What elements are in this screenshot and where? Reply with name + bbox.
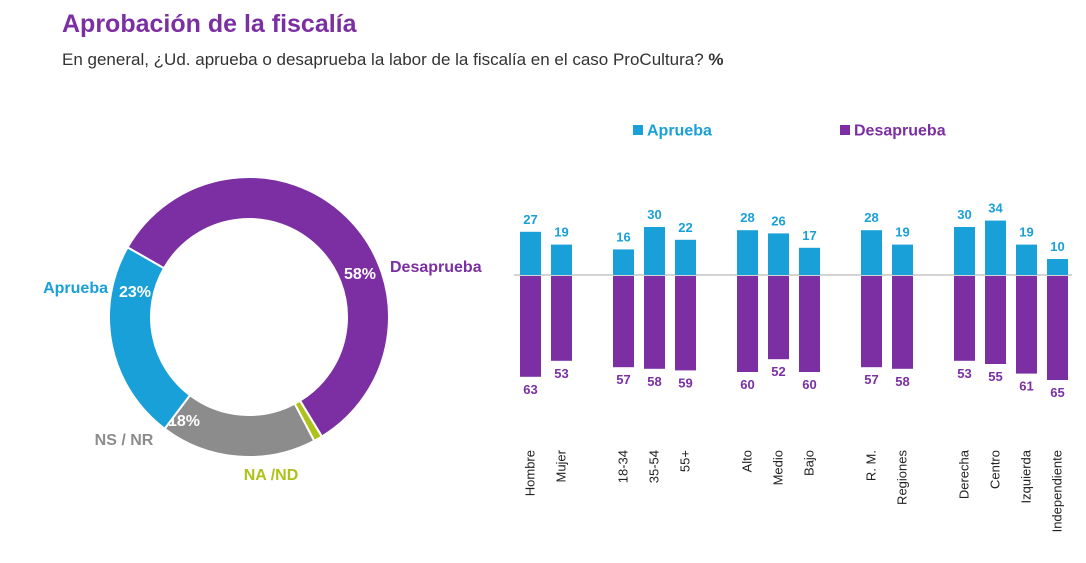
bar-aprueba (1047, 259, 1068, 275)
bar-aprueba (675, 239, 696, 275)
bar-value-desaprueba: 55 (988, 369, 1002, 384)
bar-value-aprueba: 16 (616, 229, 630, 244)
page-title: Aprobación de la fiscalía (62, 10, 357, 38)
bar-desaprueba (551, 276, 572, 361)
bar-value-desaprueba: 61 (1019, 379, 1033, 394)
bar-value-aprueba: 22 (678, 220, 692, 235)
bar-value-desaprueba: 57 (616, 372, 630, 387)
page-subtitle: En general, ¿Ud. aprueba o desaprueba la… (62, 50, 724, 70)
bar-desaprueba (1047, 276, 1068, 380)
bar-aprueba (551, 244, 572, 275)
category-label: 18-34 (616, 450, 631, 483)
category-label: R. M. (864, 450, 879, 481)
bar-value-desaprueba: 58 (647, 374, 661, 389)
donut-slice-value: 18% (168, 413, 200, 430)
category-label: Bajo (802, 450, 817, 476)
bar-value-desaprueba: 60 (740, 377, 754, 392)
subtitle-text: En general, ¿Ud. aprueba o desaprueba la… (62, 50, 704, 69)
bar-desaprueba (861, 276, 882, 368)
bar-value-desaprueba: 63 (523, 382, 537, 397)
category-label: 55+ (678, 450, 693, 472)
bar-desaprueba (985, 276, 1006, 364)
legend-label: Desaprueba (854, 123, 946, 140)
bar-value-aprueba: 28 (740, 210, 754, 225)
bar-aprueba (520, 231, 541, 275)
bar-desaprueba (675, 276, 696, 371)
bar-desaprueba (520, 276, 541, 377)
category-label: Independiente (1050, 450, 1065, 532)
donut-slice-name: Desaprueba (390, 259, 482, 276)
bar-value-aprueba: 34 (988, 201, 1003, 216)
bar-value-aprueba: 10 (1050, 239, 1064, 254)
category-label: Izquierda (1019, 449, 1034, 503)
donut-slice-name: NS / NR (95, 432, 154, 449)
bar-desaprueba (768, 276, 789, 360)
bar-value-desaprueba: 57 (864, 372, 878, 387)
bar-desaprueba (799, 276, 820, 372)
bar-value-aprueba: 19 (554, 225, 568, 240)
bar-value-aprueba: 19 (895, 225, 909, 240)
category-label: Derecha (957, 449, 972, 499)
bar-desaprueba (892, 276, 913, 369)
bar-desaprueba (644, 276, 665, 369)
donut-slice-aprueba (108, 245, 192, 431)
category-label: Medio (771, 450, 786, 485)
bar-value-desaprueba: 52 (771, 364, 785, 379)
category-label: Mujer (554, 449, 569, 482)
category-label: Hombre (523, 450, 538, 496)
bar-aprueba (1016, 244, 1037, 275)
bar-value-aprueba: 28 (864, 210, 878, 225)
bar-aprueba (954, 227, 975, 275)
bar-aprueba (644, 227, 665, 275)
donut-slice-name: Aprueba (43, 280, 108, 297)
donut-slice-value: 58% (344, 266, 376, 283)
bar-value-aprueba: 19 (1019, 225, 1033, 240)
bar-aprueba (985, 220, 1006, 275)
bar-value-aprueba: 27 (523, 212, 537, 227)
bar-aprueba (737, 230, 758, 275)
bar-value-aprueba: 30 (647, 207, 661, 222)
donut-slice-name: NA /ND (244, 467, 299, 484)
bar-value-aprueba: 30 (957, 207, 971, 222)
legend-swatch-0 (633, 125, 643, 135)
bar-aprueba (768, 233, 789, 275)
legend-swatch-1 (840, 125, 850, 135)
bar-desaprueba (737, 276, 758, 372)
bar-value-desaprueba: 53 (554, 366, 568, 381)
bar-aprueba (799, 247, 820, 275)
category-label: Centro (988, 450, 1003, 489)
bar-value-aprueba: 17 (802, 228, 816, 243)
bar-value-desaprueba: 60 (802, 377, 816, 392)
bar-value-desaprueba: 65 (1050, 385, 1064, 400)
bar-value-desaprueba: 53 (957, 366, 971, 381)
bar-desaprueba (1016, 276, 1037, 374)
donut-slice-desaprueba (126, 175, 390, 438)
donut-slice-value: 23% (119, 284, 151, 301)
category-label: Regiones (895, 450, 910, 505)
category-label: 35-54 (647, 450, 662, 483)
category-label: Alto (740, 450, 755, 472)
bar-value-desaprueba: 59 (678, 375, 692, 390)
bar-value-aprueba: 26 (771, 213, 785, 228)
bar-desaprueba (954, 276, 975, 361)
bar-aprueba (613, 249, 634, 275)
bar-aprueba (892, 244, 913, 275)
bar-desaprueba (613, 276, 634, 368)
legend-label: Aprueba (647, 123, 712, 140)
bar-aprueba (861, 230, 882, 275)
bar-value-desaprueba: 58 (895, 374, 909, 389)
subtitle-unit: % (708, 50, 724, 69)
